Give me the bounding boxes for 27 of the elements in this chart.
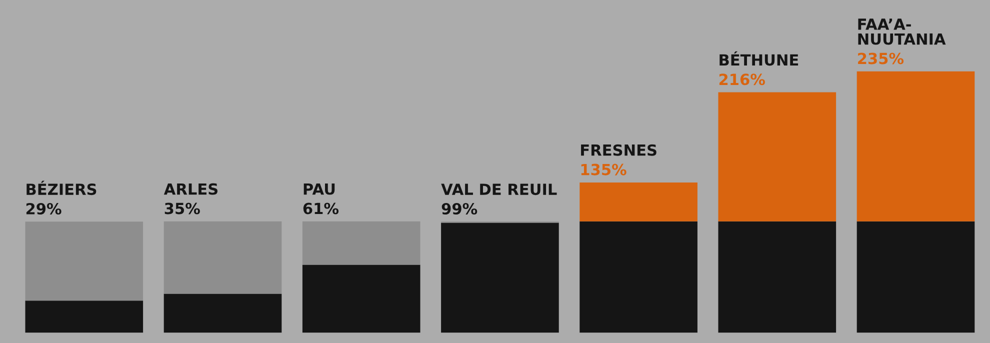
bar	[856, 221, 975, 333]
annotation: 135%	[581, 164, 626, 176]
bar	[856, 71, 975, 222]
bar	[302, 221, 420, 265]
annotation: 61%	[303, 202, 339, 214]
bar	[164, 221, 282, 294]
bar	[580, 221, 698, 333]
bar	[302, 264, 420, 333]
bar	[580, 182, 698, 222]
bar	[25, 222, 144, 301]
x-tick-label: VAL DE REUIL	[441, 184, 557, 196]
bar	[441, 222, 559, 333]
text: 235%	[858, 52, 904, 64]
annotation: 99%	[442, 202, 478, 215]
x-tick-label: BÉTHUNE	[720, 51, 798, 66]
x-tick-label: BÉZIERS	[26, 180, 96, 196]
bar	[718, 221, 836, 333]
x-tick-label: FAA’A- NUUTANIA	[858, 18, 946, 45]
x-tick-label: FRESNES	[581, 144, 656, 156]
annotation: 29%	[26, 202, 62, 215]
annotation: 216%	[719, 74, 765, 86]
annotation: 35%	[164, 202, 200, 214]
x-tick-label: PAU	[304, 183, 335, 195]
bar	[164, 294, 282, 333]
bar	[718, 92, 836, 222]
x-tick-label: ARLES	[164, 183, 218, 195]
bar	[25, 300, 144, 333]
